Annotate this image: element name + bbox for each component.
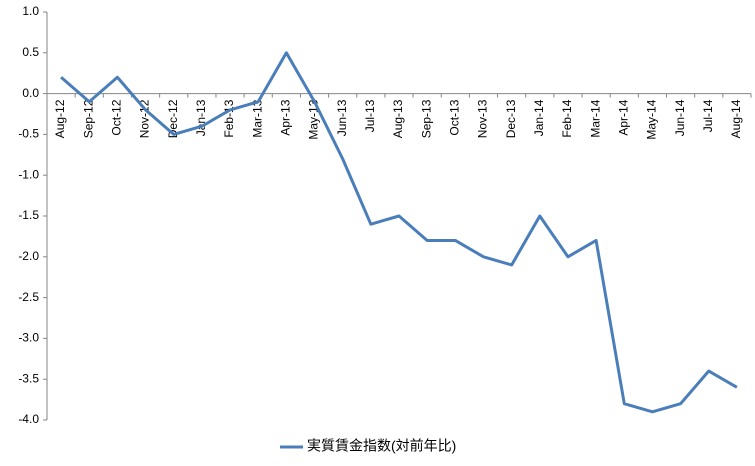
y-tick-label: -1.5: [18, 208, 39, 222]
y-tick-label: -3.0: [18, 331, 39, 345]
x-tick-label: Sep-13: [419, 99, 433, 138]
y-tick-label: -2.5: [18, 290, 39, 304]
y-tick-label: -2.0: [18, 249, 39, 263]
y-tick-label: 1.0: [22, 4, 39, 18]
x-tick-label: May-13: [307, 99, 321, 139]
line: [60, 51, 738, 414]
y-tick-label: 0.0: [22, 86, 39, 100]
x-tick-label: Jan-14: [532, 99, 546, 136]
x-tick-label: Dec-13: [504, 99, 518, 138]
x-tick-label: Apr-13: [279, 99, 293, 135]
y-tick-label: 0.5: [22, 45, 39, 59]
x-tick-label: Jul-14: [701, 99, 715, 132]
y-tick-label: -1.0: [18, 167, 39, 181]
y-tick-label: -0.5: [18, 127, 39, 141]
legend-label: 実質賃金指数(対前年比): [307, 438, 456, 454]
x-tick-label: Nov-12: [138, 99, 152, 138]
x-tick-label: Jan-13: [194, 99, 208, 136]
x-tick-label: Nov-13: [476, 99, 490, 138]
x-tick-label: Sep-12: [81, 99, 95, 138]
x-tick-label: Oct-13: [447, 99, 461, 135]
y-tick-label: -4.0: [18, 412, 39, 426]
y-tick-label: -3.5: [18, 371, 39, 385]
x-tick-label: Mar-14: [588, 99, 602, 137]
x-tick-label: Oct-12: [110, 99, 124, 135]
x-tick-label: Aug-13: [391, 99, 405, 138]
x-tick-label: Feb-14: [560, 99, 574, 137]
x-tick-label: May-14: [645, 99, 659, 139]
x-tick-label: Jul-13: [363, 99, 377, 132]
x-tick-label: Aug-12: [53, 99, 67, 138]
x-tick-label: Mar-13: [250, 99, 264, 137]
x-tick-label: Jun-14: [673, 99, 687, 136]
x-tick-label: Apr-14: [616, 99, 630, 135]
x-tick-label: Jun-13: [335, 99, 349, 136]
x-tick-label: Aug-14: [729, 99, 743, 138]
x-tick-label: Dec-12: [166, 99, 180, 138]
x-tick-label: Feb-13: [222, 99, 236, 137]
